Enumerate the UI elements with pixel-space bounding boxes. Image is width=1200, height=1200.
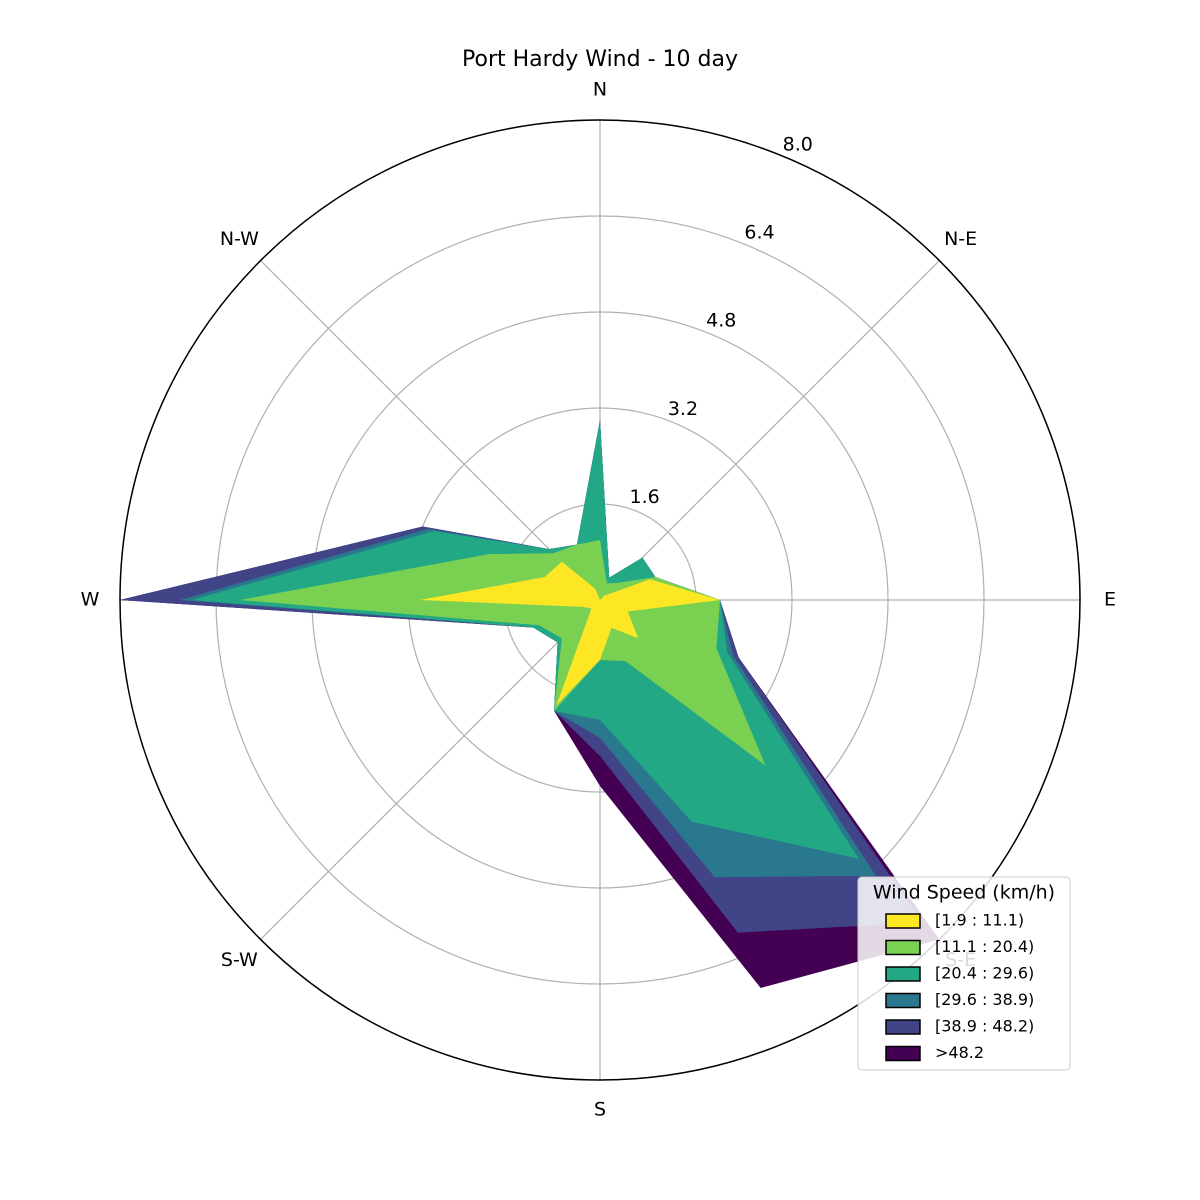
direction-label: E — [1104, 589, 1116, 611]
direction-label: S — [594, 1099, 606, 1121]
direction-label: W — [81, 589, 100, 611]
direction-label: N-E — [944, 228, 977, 250]
grid-spoke — [599, 260, 940, 601]
r-tick-label: 8.0 — [783, 134, 813, 156]
legend-label: [29.6 : 38.9) — [935, 990, 1034, 1009]
legend-swatch — [885, 966, 921, 982]
r-tick-label: 6.4 — [744, 222, 774, 244]
grid-spoke — [260, 260, 601, 601]
legend: Wind Speed (km/h) [1.9 : 11.1) [11.1 : 20.… — [857, 876, 1071, 1071]
grid-spoke — [260, 599, 601, 940]
wind-area — [420, 561, 720, 706]
r-tick-label: 4.8 — [706, 310, 736, 332]
r-tick-label: 1.6 — [630, 486, 660, 508]
areas — [119, 119, 1081, 1081]
legend-label: [38.9 : 48.2) — [935, 1017, 1034, 1036]
outer-frame — [119, 119, 1081, 1081]
legend-label: >48.2 — [935, 1043, 984, 1062]
direction-label: N-W — [220, 228, 259, 250]
direction-label: S-W — [221, 949, 258, 971]
legend-swatch — [885, 992, 921, 1009]
legend-swatch — [885, 939, 921, 956]
legend-swatch — [885, 913, 921, 929]
legend-label: [11.1 : 20.4) — [935, 937, 1034, 956]
wind-area — [192, 420, 859, 859]
legend-title: Wind Speed (km/h) — [873, 882, 1055, 904]
r-tick-label: 3.2 — [668, 398, 698, 420]
legend-swatch — [885, 1045, 921, 1062]
direction-label: N — [593, 79, 607, 101]
legend-label: [1.9 : 11.1) — [935, 911, 1024, 930]
labels: NN-EES-ESS-WWN-W1.63.24.86.48.0 — [81, 79, 1116, 1121]
legend-label: [20.4 : 29.6) — [935, 964, 1034, 983]
chart-title: Port Hardy Wind - 10 day — [462, 47, 738, 72]
legend-swatch — [885, 1019, 921, 1035]
